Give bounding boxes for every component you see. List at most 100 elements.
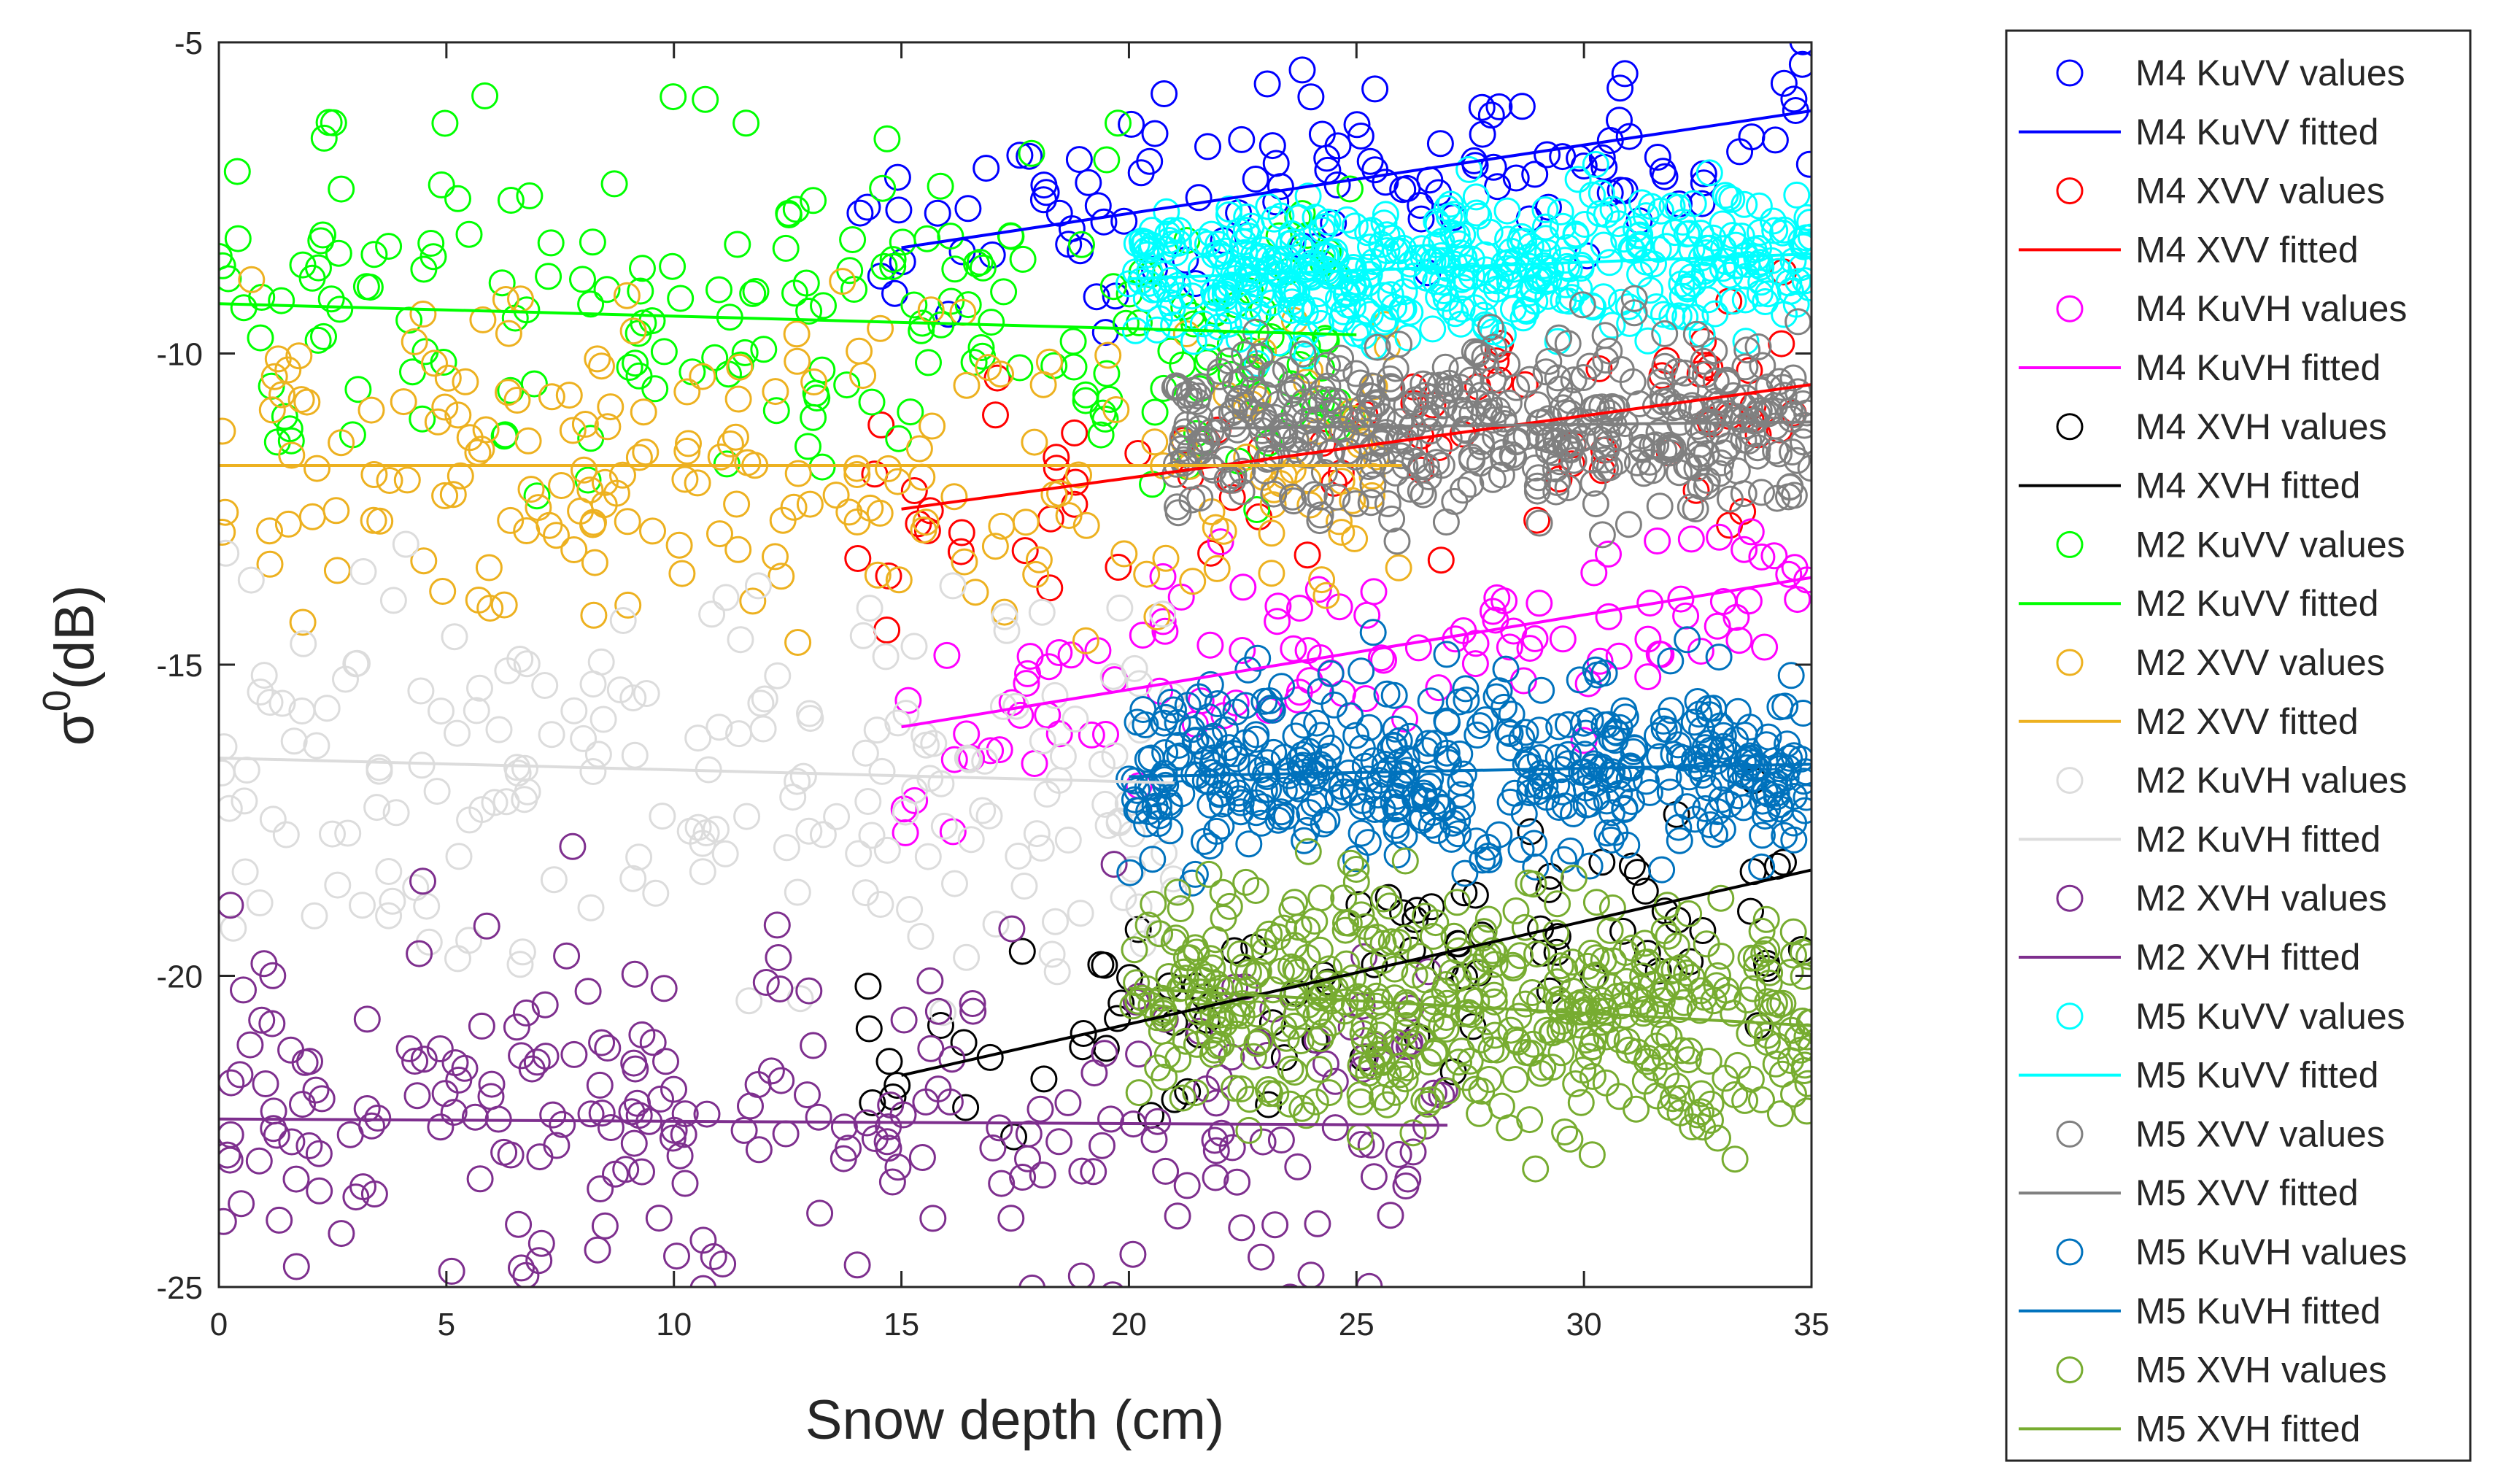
data-point	[900, 291, 928, 319]
data-point	[1361, 75, 1389, 103]
data-point	[1403, 244, 1431, 272]
data-point	[1550, 846, 1578, 873]
data-point	[1185, 184, 1213, 212]
data-point	[1205, 313, 1233, 341]
data-point	[1309, 241, 1337, 269]
data-point	[1501, 1066, 1529, 1093]
data-point	[779, 784, 807, 811]
data-point	[1380, 731, 1407, 759]
data-point	[919, 1205, 947, 1232]
data-point	[1660, 957, 1688, 983]
data-point	[1099, 662, 1127, 690]
data-point	[1279, 456, 1307, 484]
data-point	[379, 587, 407, 614]
data-point	[1302, 204, 1329, 231]
data-point	[1697, 1107, 1724, 1134]
data-point	[1763, 484, 1791, 512]
data-point	[1490, 405, 1517, 433]
data-point	[1025, 546, 1053, 573]
data-point	[1795, 943, 1811, 970]
data-point	[1106, 594, 1134, 622]
data-point	[219, 498, 239, 526]
data-point	[796, 700, 823, 727]
data-point	[1776, 744, 1803, 772]
data-point	[614, 591, 642, 619]
data-point	[1009, 245, 1037, 273]
data-point	[461, 1103, 489, 1131]
data-point	[1593, 787, 1620, 815]
data-point	[1766, 1100, 1794, 1128]
data-point	[639, 517, 666, 545]
data-point	[1644, 722, 1671, 749]
legend-marker	[2056, 767, 2084, 795]
data-point	[1088, 750, 1115, 778]
data-point	[1072, 627, 1099, 654]
data-point	[468, 796, 496, 824]
data-point	[1014, 660, 1041, 687]
data-point	[993, 617, 1021, 644]
data-point	[1233, 203, 1261, 231]
x-tick-label: 25	[1339, 1307, 1374, 1342]
data-point	[1088, 1132, 1115, 1159]
data-point	[986, 1114, 1013, 1142]
data-point	[1657, 647, 1685, 675]
data-point	[1169, 1084, 1196, 1112]
data-point	[940, 746, 968, 773]
data-point	[1603, 394, 1631, 422]
data-point	[353, 1005, 381, 1033]
legend-label: M2 XVH values	[2135, 878, 2387, 919]
data-point	[1294, 637, 1322, 665]
data-point	[1485, 677, 1513, 705]
data-point	[1730, 480, 1758, 508]
data-point	[1731, 762, 1759, 790]
y-tick-label: -10	[156, 337, 203, 373]
data-point	[1722, 603, 1750, 631]
data-point	[1656, 778, 1684, 806]
data-point	[867, 314, 894, 342]
data-point	[1526, 590, 1553, 617]
data-point	[870, 252, 898, 280]
data-point	[1265, 329, 1293, 357]
data-point	[1539, 1019, 1566, 1047]
data-point	[1418, 372, 1446, 400]
data-point	[1125, 1079, 1153, 1107]
data-point	[1334, 291, 1361, 319]
data-point	[938, 1046, 966, 1073]
data-point	[1164, 1202, 1191, 1230]
data-point	[1436, 203, 1463, 231]
data-point	[366, 754, 393, 781]
data-point	[1619, 934, 1646, 962]
data-point	[1178, 282, 1206, 310]
data-point	[410, 547, 438, 575]
data-point	[444, 945, 471, 973]
data-point	[919, 412, 946, 440]
data-point	[1373, 221, 1401, 249]
data-point	[1588, 521, 1616, 549]
data-point	[1775, 560, 1803, 588]
legend-label: M5 KuVH values	[2135, 1232, 2407, 1272]
data-point	[375, 902, 403, 930]
data-point	[1736, 714, 1763, 741]
data-point	[1110, 207, 1138, 235]
legend-label: M4 KuVH fitted	[2135, 347, 2381, 388]
data-point	[1521, 454, 1549, 482]
data-point	[1450, 617, 1477, 644]
data-point	[1737, 518, 1765, 546]
data-point	[497, 187, 525, 214]
data-point	[1658, 192, 1686, 220]
data-point	[809, 821, 837, 849]
data-point	[941, 870, 968, 897]
data-point	[1102, 396, 1130, 423]
data-point	[1286, 595, 1313, 622]
data-point	[937, 223, 964, 250]
legend-marker	[2056, 1120, 2084, 1148]
data-point	[1648, 987, 1676, 1015]
data-point	[518, 1055, 546, 1083]
data-point	[1419, 922, 1447, 950]
data-point	[1463, 722, 1491, 749]
data-point	[762, 543, 789, 571]
y-axis: -5-10-15-20-25	[156, 26, 1811, 1306]
data-point	[1141, 398, 1169, 426]
data-point	[1337, 175, 1364, 203]
